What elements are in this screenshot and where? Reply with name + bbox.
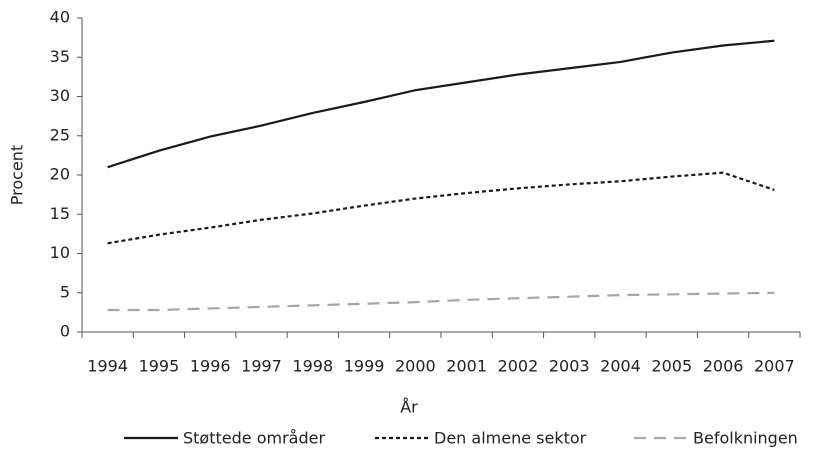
x-tick-label: 2007 bbox=[754, 357, 795, 376]
y-tick-label: 5 bbox=[60, 282, 70, 301]
y-tick-label: 35 bbox=[50, 47, 70, 66]
y-tick-label: 0 bbox=[60, 322, 70, 341]
x-tick-label: 1998 bbox=[292, 357, 333, 376]
x-tick-label: 2001 bbox=[446, 357, 487, 376]
x-tick-label: 1999 bbox=[344, 357, 385, 376]
x-tick-label: 2000 bbox=[395, 357, 436, 376]
y-tick-label: 40 bbox=[50, 8, 70, 27]
x-axis-label: År bbox=[400, 398, 418, 417]
series-line bbox=[107, 39, 775, 169]
y-axis-label: Procent bbox=[8, 145, 27, 205]
legend-label: Befolkningen bbox=[693, 429, 798, 448]
y-tick-label: 30 bbox=[50, 86, 70, 105]
y-tick-label: 25 bbox=[50, 125, 70, 144]
legend-label: Støttede områder bbox=[183, 429, 325, 448]
series-line bbox=[107, 291, 775, 312]
x-tick-label: 1997 bbox=[241, 357, 282, 376]
x-tick-label: 1995 bbox=[139, 357, 180, 376]
x-tick-label: 1994 bbox=[87, 357, 128, 376]
y-tick-label: 20 bbox=[50, 165, 70, 184]
x-tick-label: 2003 bbox=[549, 357, 590, 376]
x-tick-label: 2004 bbox=[600, 357, 641, 376]
y-tick-label: 10 bbox=[50, 243, 70, 262]
x-tick-label: 2006 bbox=[703, 357, 744, 376]
series-line bbox=[107, 171, 775, 245]
x-tick-label: 2002 bbox=[498, 357, 539, 376]
y-tick-label: 15 bbox=[50, 204, 70, 223]
x-tick-label: 2005 bbox=[651, 357, 692, 376]
x-tick-label: 1996 bbox=[190, 357, 231, 376]
legend-label: Den almene sektor bbox=[434, 429, 587, 448]
